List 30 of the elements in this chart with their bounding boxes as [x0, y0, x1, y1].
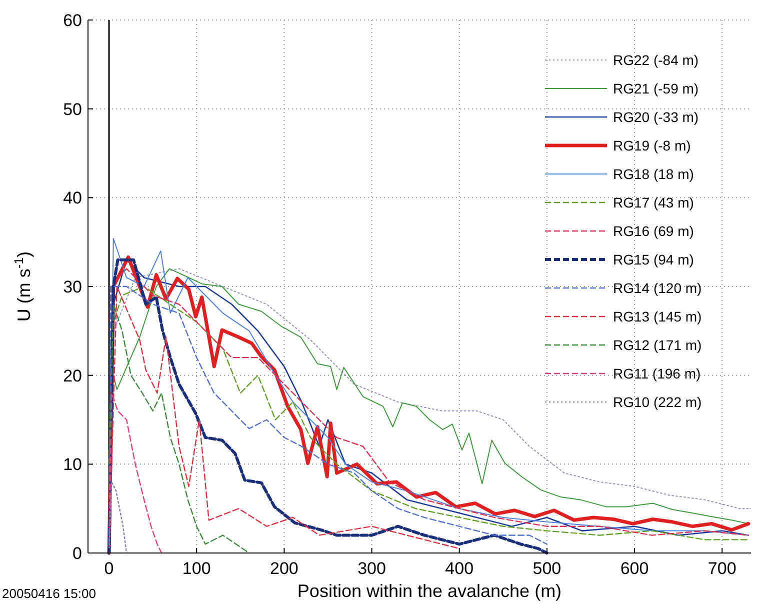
legend-label: RG18 (18 m) [613, 166, 694, 182]
x-tick-label: 500 [532, 559, 562, 578]
y-tick-label: 0 [72, 544, 82, 563]
y-tick-label: 30 [63, 278, 82, 296]
y-tick-label: 40 [63, 188, 82, 208]
legend-label: RG17 (43 m) [613, 194, 694, 210]
legend-label: RG14 (120 m) [613, 280, 702, 296]
x-tick-label: 700 [708, 559, 736, 578]
x-tick-label: 0 [104, 559, 114, 578]
legend-label: RG10 (222 m) [613, 394, 702, 410]
legend-label: RG20 (-33 m) [613, 109, 699, 125]
y-tick-label: 60 [63, 11, 82, 30]
legend-label: RG16 (69 m) [613, 223, 694, 239]
x-tick-label: 400 [445, 559, 474, 578]
y-tick-label: 10 [63, 455, 82, 474]
y-tick-label: 20 [63, 366, 82, 386]
legend-label: RG13 (145 m) [613, 308, 702, 324]
x-tick-label: 100 [182, 559, 211, 578]
text: 20050416 15:00 [2, 586, 96, 601]
legend-label: RG11 (196 m) [613, 366, 701, 382]
x-tick-label: 300 [358, 559, 386, 578]
x-tick-label: 200 [270, 559, 298, 578]
legend-label: RG19 (-8 m) [613, 138, 691, 154]
legend-label: RG15 (94 m) [613, 252, 694, 268]
x-axis-title: Position within the avalanche (m) [297, 581, 562, 601]
y-tick-label: 50 [63, 100, 82, 119]
legend-label: RG21 (-59 m) [613, 80, 699, 96]
x-tick-label: 600 [620, 559, 649, 578]
legend-label: RG22 (-84 m) [613, 52, 699, 68]
legend-label: RG12 (171 m) [613, 337, 702, 353]
